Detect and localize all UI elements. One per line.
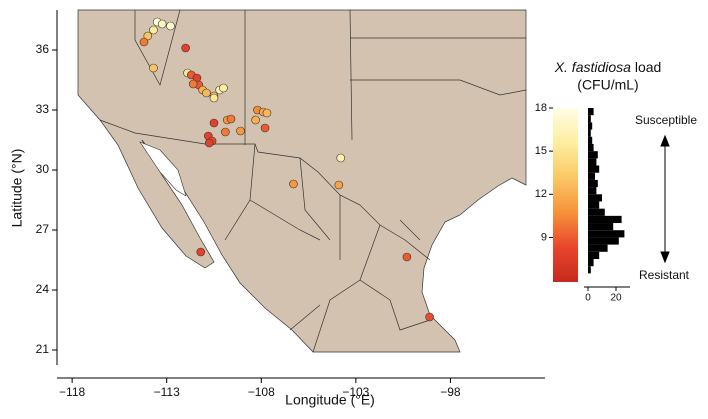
us-mexico-border [99, 119, 431, 261]
colorbar-tick-label: 9 [541, 231, 547, 243]
colorbar [553, 108, 578, 282]
histogram-bar [588, 129, 591, 137]
histogram-bar [588, 201, 600, 209]
sample-point [209, 118, 219, 128]
sample-point [181, 43, 190, 53]
y-tick-label: 36 [36, 42, 50, 56]
histogram-tick-label: 0 [585, 293, 591, 304]
sample-point [202, 88, 211, 98]
sample-point [219, 83, 228, 93]
histogram-bar [588, 165, 600, 173]
histogram-tick-label: 20 [610, 293, 622, 304]
histogram-bar [588, 258, 594, 267]
state-borders [134, 9, 527, 353]
histogram-bar [588, 115, 591, 123]
x-tick-label: −118 [59, 385, 85, 399]
histogram-bar [588, 251, 600, 259]
colorbar-tick-label: 12 [535, 188, 547, 200]
histogram-bar [588, 108, 594, 116]
sample-point [336, 153, 346, 163]
x-tick-label: −98 [440, 385, 461, 399]
colorbar-unit: (CFU/mL) [577, 77, 638, 93]
sample-point [139, 37, 149, 47]
double-arrow [660, 134, 670, 264]
histogram-bar [588, 237, 619, 245]
histogram-bar [588, 244, 608, 252]
susceptible-label: Susceptible [635, 113, 697, 127]
y-tick-label: 30 [36, 162, 50, 176]
sample-point [188, 79, 198, 89]
histogram-bar [588, 172, 595, 180]
colorbar-title: X. fastidiosa load [554, 59, 662, 75]
y-axis-label: Latitude (°N) [9, 149, 25, 228]
histogram-bar [588, 136, 593, 144]
sample-point [196, 247, 206, 257]
histogram-bar [588, 151, 598, 159]
histogram-bar [588, 187, 597, 195]
y-tick-label: 24 [36, 282, 50, 296]
colorbar-tick-label: 15 [535, 145, 547, 157]
sample-point [260, 123, 270, 133]
histogram-bar [588, 266, 591, 274]
histogram-bar [588, 230, 625, 238]
y-tick-label: 27 [36, 222, 50, 236]
x-axis-label: Longitude (°E) [285, 392, 375, 408]
x-tick-label: −103 [342, 385, 369, 399]
sample-point [209, 93, 219, 103]
x-tick-label: −113 [154, 385, 180, 399]
sample-point [334, 180, 344, 190]
sample-point [289, 179, 298, 189]
sample-point [262, 108, 272, 118]
x-tick-label: −108 [248, 385, 275, 399]
resistant-label: Resistant [639, 268, 690, 282]
colorbar-title-rest: load [635, 59, 661, 75]
histogram-bar [588, 194, 602, 202]
sample-point [226, 114, 236, 124]
histogram-bar [588, 223, 614, 231]
histogram-bar [588, 179, 598, 188]
histogram-bar [588, 143, 594, 152]
sample-point [149, 63, 158, 73]
sample-point [402, 252, 412, 262]
colorbar-tick-label: 18 [535, 102, 547, 114]
sample-point [157, 19, 167, 29]
histogram-bar [588, 215, 622, 224]
colorbar-title-italic: X. fastidiosa [554, 59, 631, 75]
sample-point [221, 127, 230, 137]
gulf-island [139, 141, 187, 197]
sample-point [236, 126, 245, 136]
sample-point [149, 25, 158, 35]
sample-point [204, 138, 214, 148]
histogram-bar [588, 158, 597, 166]
histogram-bar [588, 122, 593, 130]
y-tick-label: 21 [36, 342, 50, 356]
histogram-bar [588, 208, 605, 216]
y-tick-label: 33 [36, 102, 50, 116]
sample-point [425, 312, 434, 322]
basemap [77, 9, 527, 353]
sample-point [251, 115, 260, 125]
sample-point [166, 21, 175, 31]
